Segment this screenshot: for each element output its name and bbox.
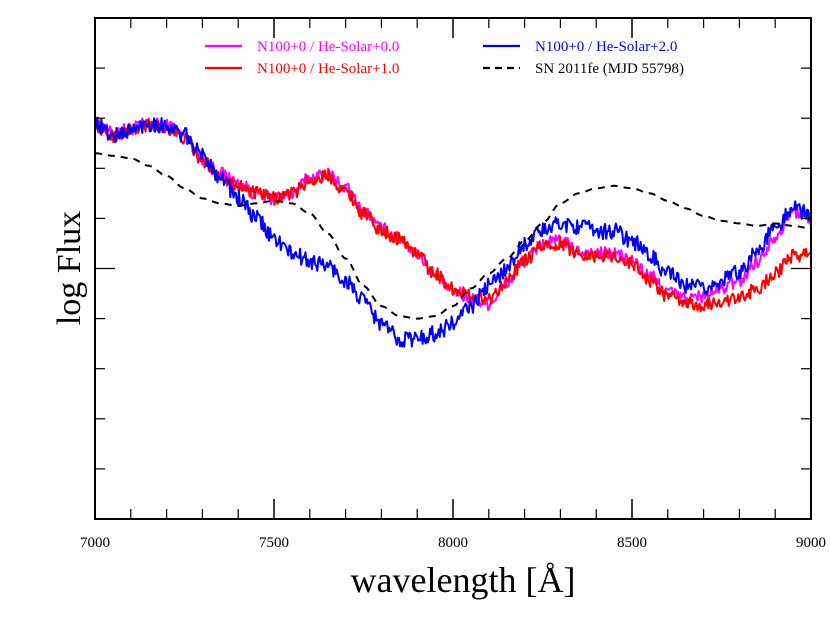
series-line [95,152,811,320]
x-axis-title: wavelength [Å] [351,560,576,600]
series-line [95,116,811,348]
legend-label: N100+0 / He-Solar+0.0 [257,39,399,55]
x-tick-label: 8500 [617,535,647,551]
x-tick-label: 7000 [80,535,110,551]
legend-label: SN 2011fe (MJD 55798) [535,61,684,77]
legend-label: N100+0 / He-Solar+1.0 [257,61,399,77]
axes-layer: 7000 7500 8000 8500 9000 [80,17,826,551]
legend: N100+0 / He-Solar+0.0 N100+0 / He-Solar+1… [205,39,684,77]
series-layer [95,116,811,348]
x-tick-label: 8000 [438,535,468,551]
y-axis-title: log Flux [51,211,88,325]
x-tick-label: 9000 [796,535,826,551]
x-tick-label: 7500 [259,535,289,551]
legend-label: N100+0 / He-Solar+2.0 [535,39,677,55]
